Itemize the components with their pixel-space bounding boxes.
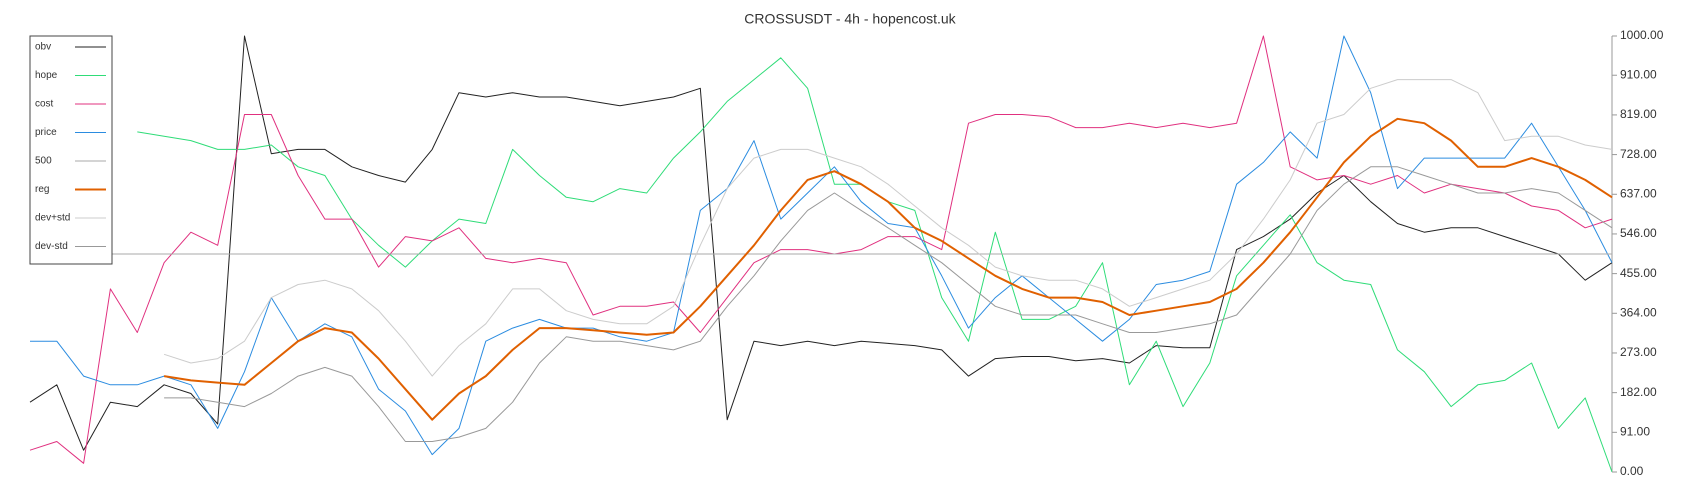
legend-box [29,35,113,265]
legend-label: 500 [35,156,52,167]
y-tick-label: 910.00 [1620,67,1657,81]
y-tick-label: 182.00 [1620,385,1657,399]
legend: obv hope cost price 500 reg dev+std dev-std [29,35,113,265]
y-tick-label: 364.00 [1620,305,1657,319]
legend-label: reg [35,184,49,195]
y-tick-label: 455.00 [1620,266,1657,280]
legend-label: cost [35,99,54,110]
y-tick-label: 0.00 [1620,464,1644,478]
y-tick-label: 91.00 [1620,424,1650,438]
legend-label: price [35,127,57,138]
series-line [29,35,1613,451]
series-line [163,117,1613,421]
legend-label: dev-std [35,241,68,252]
y-tick-label: 273.00 [1620,345,1657,359]
series-line [163,79,1613,377]
y-tick-label: 637.00 [1620,186,1657,200]
series-line [164,166,1613,442]
legend-label: dev+std [35,213,70,224]
y-tick-label: 819.00 [1620,107,1657,121]
y-tick-label: 728.00 [1620,147,1657,161]
legend-label: hope [35,70,58,81]
y-tick-label: 1000.00 [1620,28,1664,42]
chart-title: CROSSUSDT - 4h - hopencost.uk [744,11,956,27]
legend-label: obv [35,42,51,53]
plot-area [29,35,1613,473]
y-tick-label: 546.00 [1620,226,1657,240]
series-line [30,35,1613,456]
series-line [29,35,1613,464]
